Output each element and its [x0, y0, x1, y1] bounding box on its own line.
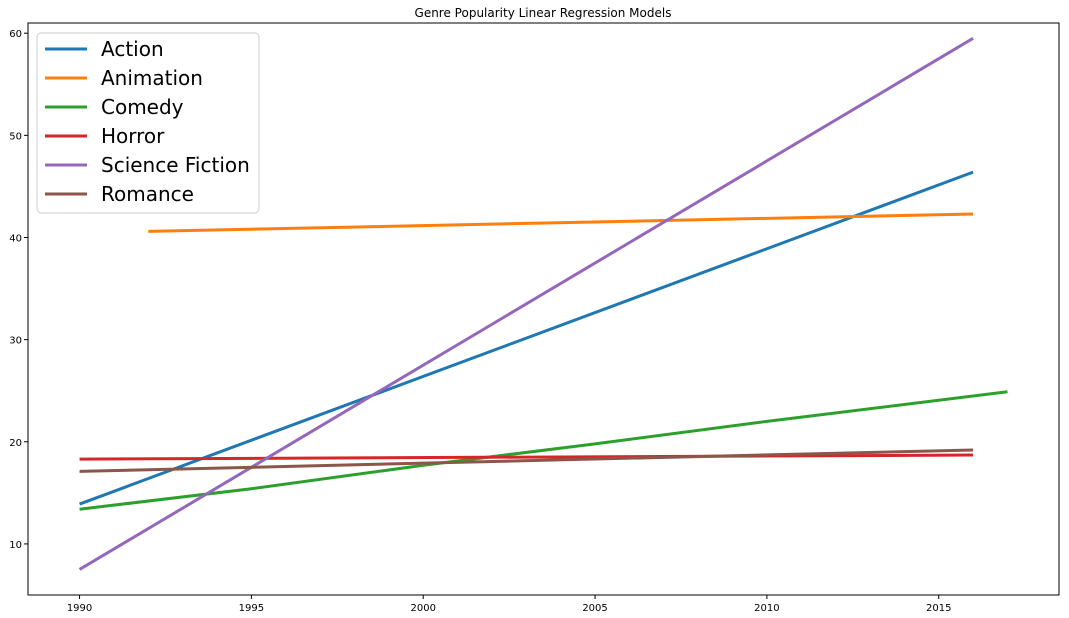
y-tick-label: 60 [9, 29, 22, 40]
plot-area-frame [27, 22, 1060, 596]
series-layer [78, 37, 1008, 571]
legend-label-animation: Animation [101, 66, 203, 90]
axes-layer: 1990 1995 2000 2005 2010 2015 10 20 30 40 50 60 [9, 29, 951, 614]
x-tick-label: 1995 [239, 603, 264, 614]
y-tick-label: 20 [9, 438, 22, 449]
y-tick-label: 50 [9, 131, 22, 142]
x-tick-label: 2010 [754, 603, 779, 614]
x-tick-label: 2000 [410, 603, 435, 614]
y-tick-label: 40 [9, 234, 22, 245]
x-tick-label: 2015 [926, 603, 951, 614]
chart-title: Genre Popularity Linear Regression Model… [415, 6, 672, 20]
legend-label-science-fiction: Science Fiction [101, 153, 250, 177]
y-tick-label: 10 [9, 540, 22, 551]
legend-label-romance: Romance [101, 182, 194, 206]
legend-label-action: Action [101, 37, 164, 61]
legend-label-comedy: Comedy [101, 95, 184, 119]
series-line-animation [148, 212, 974, 233]
x-tick-label: 1990 [67, 603, 92, 614]
series-line-horror [79, 453, 974, 461]
legend: Action Animation Comedy Horror Science Ficti… [36, 32, 260, 214]
legend-label-horror: Horror [101, 124, 165, 148]
legend-box [36, 32, 260, 214]
series-line-romance [79, 448, 974, 473]
series-line-science-fiction [78, 37, 974, 571]
series-line-action [79, 170, 974, 506]
x-tick-label: 2005 [582, 603, 607, 614]
series-line-comedy [79, 390, 1008, 511]
y-tick-label: 30 [9, 336, 22, 347]
